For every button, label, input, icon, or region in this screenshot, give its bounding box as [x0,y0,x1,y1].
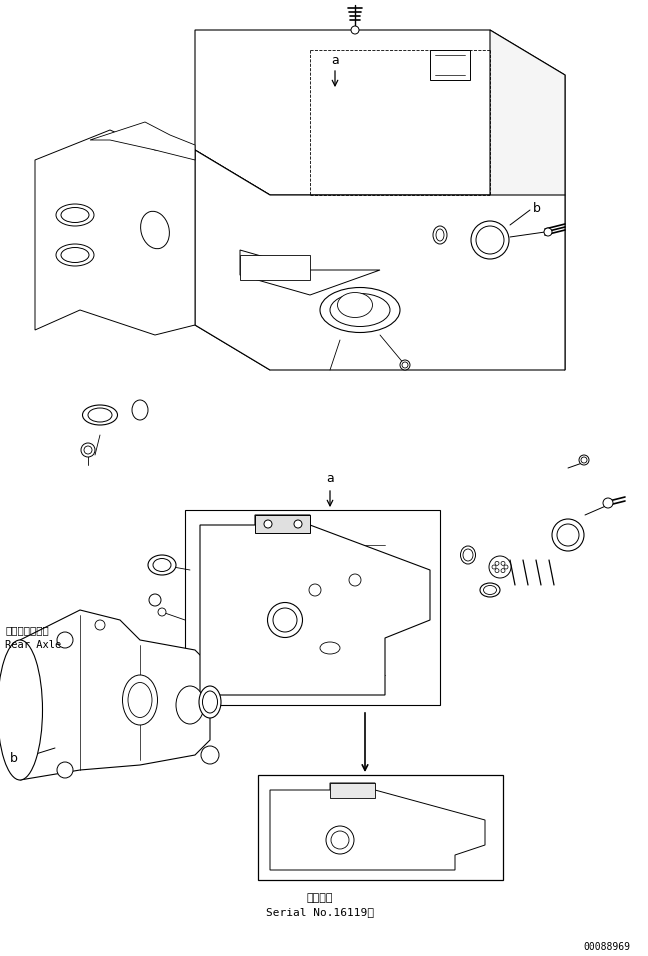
Circle shape [504,565,508,569]
Circle shape [57,762,73,778]
Ellipse shape [489,556,511,578]
Circle shape [309,584,321,596]
Circle shape [495,561,499,565]
Circle shape [495,569,499,573]
Circle shape [402,362,408,368]
Ellipse shape [476,226,504,254]
Text: Serial No.16119～: Serial No.16119～ [266,907,374,917]
Text: b: b [10,751,18,765]
Circle shape [84,446,92,454]
Ellipse shape [330,293,390,327]
Polygon shape [35,130,195,335]
Polygon shape [270,783,485,870]
Bar [330,783,375,798]
Bar [430,50,470,80]
Ellipse shape [436,229,444,241]
Text: a: a [326,471,334,485]
Ellipse shape [128,683,152,718]
Polygon shape [240,250,380,295]
Ellipse shape [326,826,354,854]
Circle shape [57,632,73,648]
Circle shape [603,498,613,508]
Text: 00088969: 00088969 [583,942,630,952]
Circle shape [351,26,359,34]
Ellipse shape [273,608,297,632]
Ellipse shape [202,691,218,713]
Polygon shape [195,150,565,370]
Polygon shape [195,30,565,195]
Ellipse shape [483,585,496,595]
Ellipse shape [201,746,219,764]
Ellipse shape [320,642,340,654]
Circle shape [149,594,161,606]
Bar [258,775,503,880]
Polygon shape [20,610,210,780]
Ellipse shape [61,248,89,263]
Polygon shape [195,150,270,370]
Circle shape [81,443,95,457]
Bar [185,510,440,705]
Ellipse shape [552,519,584,551]
Circle shape [400,360,410,370]
Polygon shape [240,255,310,280]
Ellipse shape [132,400,148,420]
Text: Rear Axle: Rear Axle [5,640,62,650]
Ellipse shape [463,549,473,561]
Ellipse shape [0,640,43,780]
Circle shape [501,561,505,565]
Ellipse shape [199,686,221,718]
Bar [255,515,310,533]
Ellipse shape [176,686,204,724]
Ellipse shape [433,226,447,244]
Ellipse shape [61,207,89,223]
Ellipse shape [56,204,94,226]
Ellipse shape [153,558,171,572]
Circle shape [581,457,587,463]
Ellipse shape [557,524,579,546]
Ellipse shape [56,244,94,266]
Text: リヤーアクスル: リヤーアクスル [5,625,49,635]
Ellipse shape [320,288,400,333]
Ellipse shape [122,675,157,725]
Circle shape [158,608,166,616]
Text: a: a [331,54,339,67]
Ellipse shape [461,546,476,564]
Ellipse shape [338,293,373,317]
Ellipse shape [148,555,176,575]
Ellipse shape [268,602,303,638]
Circle shape [95,620,105,630]
Ellipse shape [471,221,509,259]
Polygon shape [90,122,195,160]
Circle shape [294,520,302,528]
Text: b: b [533,202,541,214]
Ellipse shape [88,408,112,422]
Ellipse shape [82,405,117,425]
Circle shape [492,565,496,569]
Text: 適用号機: 適用号機 [307,893,333,903]
Ellipse shape [349,574,361,586]
Circle shape [544,228,552,236]
Ellipse shape [480,583,500,597]
Circle shape [579,455,589,465]
Polygon shape [200,515,430,695]
Circle shape [264,520,272,528]
Ellipse shape [141,211,169,249]
Polygon shape [490,30,565,370]
Circle shape [501,569,505,573]
Ellipse shape [331,831,349,849]
